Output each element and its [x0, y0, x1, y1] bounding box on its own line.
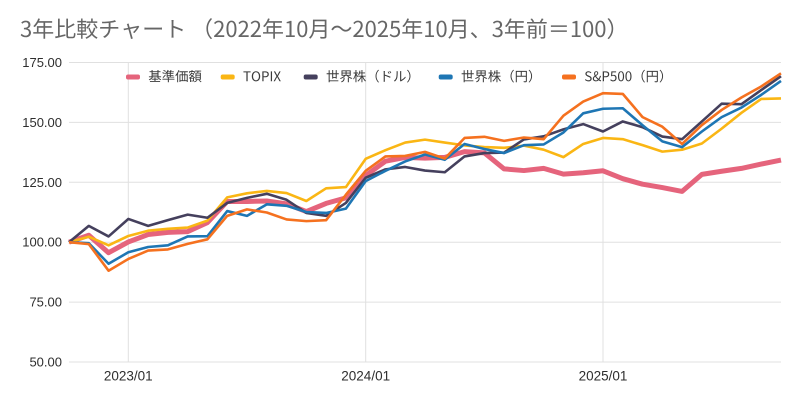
svg-text:150.00: 150.00 [22, 115, 62, 130]
svg-text:2023/01: 2023/01 [104, 369, 153, 384]
svg-text:2024/01: 2024/01 [341, 369, 390, 384]
svg-text:75.00: 75.00 [29, 295, 62, 310]
svg-text:175.00: 175.00 [22, 55, 62, 70]
svg-text:50.00: 50.00 [29, 355, 62, 370]
svg-text:2025/01: 2025/01 [579, 369, 628, 384]
svg-text:100.00: 100.00 [22, 235, 62, 250]
svg-text:125.00: 125.00 [22, 175, 62, 190]
